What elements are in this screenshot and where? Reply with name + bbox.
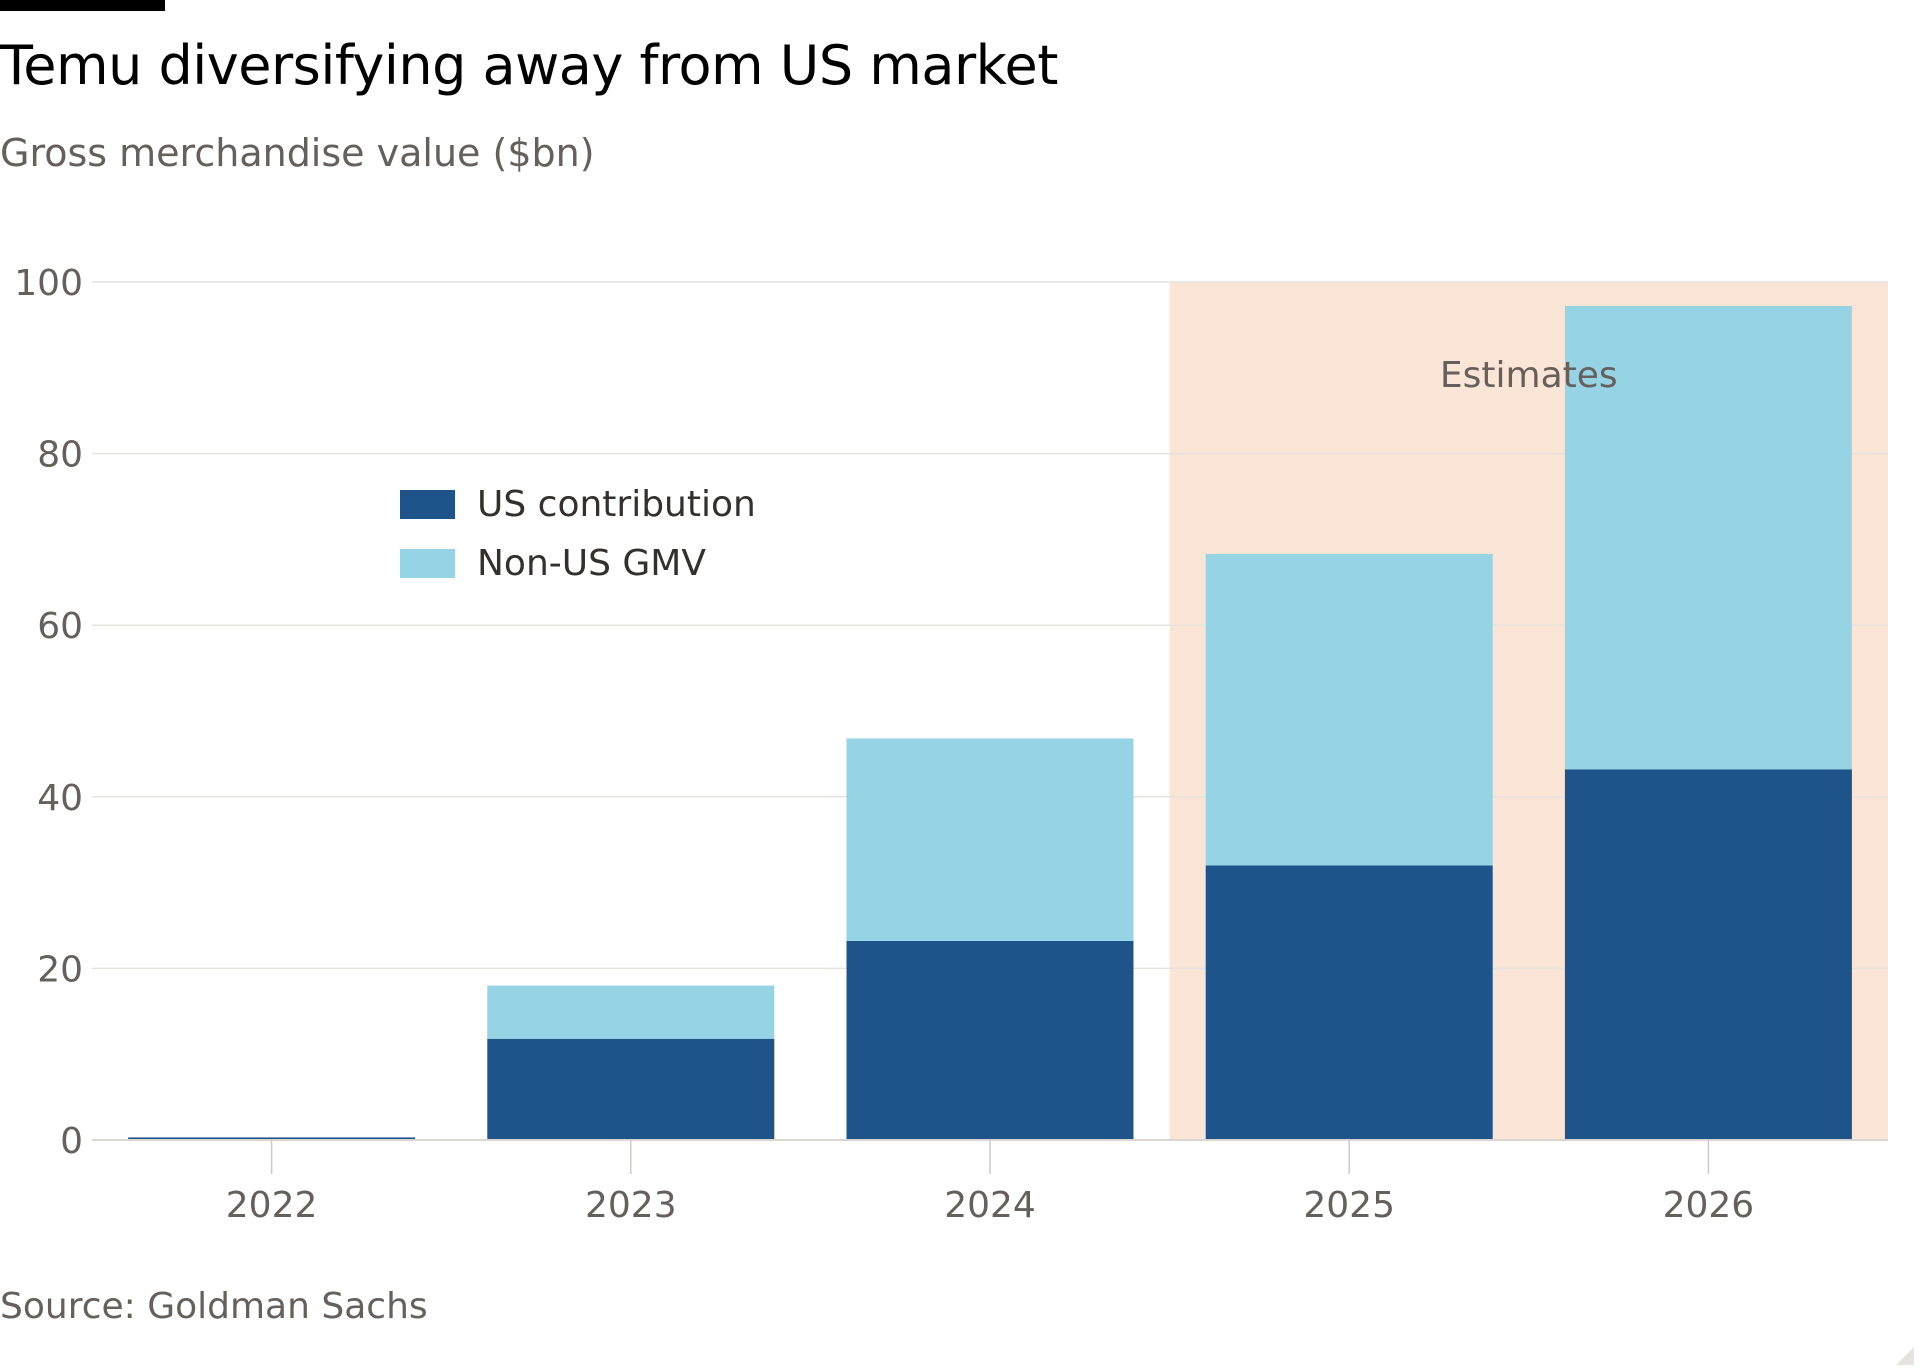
chart-subtitle: Gross merchandise value ($bn) (0, 131, 595, 175)
x-tick-label: 2023 (585, 1185, 677, 1226)
legend-label: US contribution (477, 484, 756, 525)
legend-swatch-non-us (400, 549, 455, 578)
bar-non-us-2025 (1205, 553, 1493, 866)
y-tick-label: 80 (37, 435, 83, 476)
x-tick-label: 2025 (1303, 1185, 1395, 1226)
x-tick-label: 2026 (1663, 1185, 1755, 1226)
bar-us-2025 (1205, 865, 1493, 1140)
legend-swatch-us (400, 490, 455, 519)
bar-us-2023 (487, 1038, 775, 1140)
y-tick-label: 40 (37, 778, 83, 819)
estimates-label: Estimates (1440, 355, 1618, 396)
source-note: Source: Goldman Sachs (0, 1286, 428, 1327)
y-tick-label: 60 (37, 606, 83, 647)
x-tick-label: 2022 (226, 1185, 318, 1226)
bar-us-2024 (846, 940, 1134, 1140)
bar-non-us-2024 (846, 738, 1134, 941)
bar-non-us-2023 (487, 985, 775, 1039)
corner-mark (1896, 1347, 1914, 1365)
bar-us-2026 (1564, 769, 1852, 1140)
x-tick-label: 2024 (944, 1185, 1036, 1226)
brand-top-bar (0, 0, 165, 11)
y-tick-label: 100 (14, 263, 83, 304)
y-tick-label: 0 (60, 1121, 83, 1162)
y-tick-label: 20 (37, 949, 83, 990)
legend-label: Non-US GMV (477, 543, 706, 584)
bar-non-us-2026 (1564, 306, 1852, 770)
bar-us-2022 (128, 1137, 416, 1140)
chart-title: Temu diversifying away from US market (0, 34, 1058, 97)
